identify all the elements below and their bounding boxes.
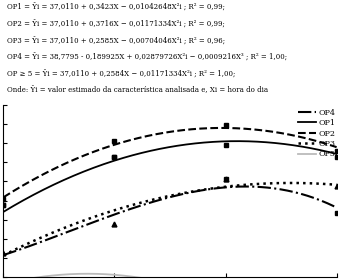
Text: OP1 = Ŷi = 37,0110 + 0,3423X − 0,01042648X²i ; R² = 0,99;: OP1 = Ŷi = 37,0110 + 0,3423X − 0,0104264…: [7, 3, 225, 11]
Text: OP3 = Ŷi = 37,0110 + 0,2585X − 0,00704046X²i ; R² = 0,96;: OP3 = Ŷi = 37,0110 + 0,2585X − 0,0070404…: [7, 36, 225, 44]
Text: OP2 = Ŷi = 37,0110 + 0,3716X − 0,01171334X²i ; R² = 0,99;: OP2 = Ŷi = 37,0110 + 0,3716X − 0,0117133…: [7, 19, 225, 28]
Text: Onde: Ŷi = valor estimado da característica analisada e, Xi = hora do dia: Onde: Ŷi = valor estimado da característ…: [7, 85, 268, 94]
Text: OP4 = Ŷi = 38,7795 - 0,189925X + 0,02879726X²i − 0,0009216X³ ; R² = 1,00;: OP4 = Ŷi = 38,7795 - 0,189925X + 0,02879…: [7, 52, 287, 61]
Text: OP ≥ 5 = Ŷi = 37,0110 + 0,2584X − 0,01171334X²i ; R² = 1,00;: OP ≥ 5 = Ŷi = 37,0110 + 0,2584X − 0,0117…: [7, 69, 235, 77]
Legend: OP4, OP1, OP2, OP3, OP5: OP4, OP1, OP2, OP3, OP5: [298, 109, 336, 158]
